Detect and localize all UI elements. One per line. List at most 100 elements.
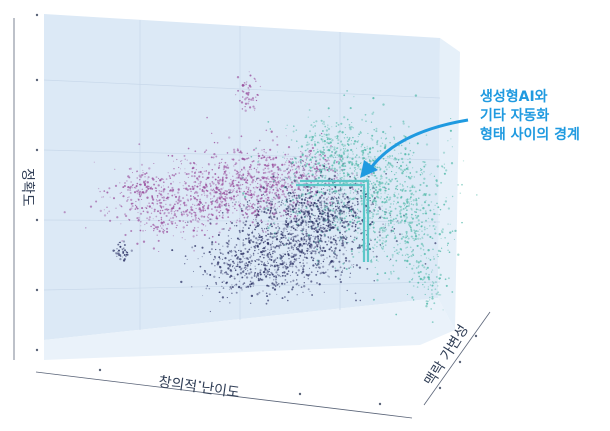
purple-point bbox=[204, 194, 206, 196]
navy-point bbox=[302, 242, 305, 245]
navy-point bbox=[279, 238, 281, 241]
teal-point bbox=[389, 198, 391, 200]
teal-point bbox=[433, 225, 435, 227]
teal-point bbox=[322, 192, 325, 195]
teal-point bbox=[408, 161, 412, 164]
purple-point bbox=[165, 227, 169, 230]
navy-point bbox=[282, 243, 285, 246]
teal-point bbox=[390, 216, 392, 218]
navy-point bbox=[243, 257, 245, 260]
purple-point bbox=[192, 218, 194, 221]
navy-point bbox=[360, 245, 363, 247]
purple-point bbox=[171, 207, 174, 210]
purple-point bbox=[254, 181, 257, 183]
purple-point bbox=[142, 191, 145, 194]
purple-point bbox=[224, 189, 227, 192]
purple-point bbox=[330, 169, 332, 171]
navy-point bbox=[288, 197, 291, 200]
navy-point bbox=[242, 252, 245, 255]
purple-point bbox=[261, 149, 263, 151]
navy-point bbox=[320, 254, 323, 257]
teal-point bbox=[389, 162, 392, 165]
teal-point bbox=[413, 254, 415, 257]
purple-point bbox=[226, 166, 230, 169]
teal-point bbox=[358, 139, 360, 141]
purple-point bbox=[294, 215, 297, 218]
navy-point bbox=[226, 262, 228, 264]
teal-point bbox=[309, 155, 311, 157]
purple-point bbox=[180, 213, 183, 216]
teal-point bbox=[422, 207, 425, 210]
teal-point bbox=[257, 160, 260, 164]
teal-point bbox=[307, 148, 309, 150]
teal-point bbox=[333, 148, 336, 151]
purple-point bbox=[216, 222, 218, 225]
teal-point bbox=[376, 166, 379, 169]
teal-point bbox=[307, 116, 309, 118]
purple-point bbox=[132, 184, 134, 186]
navy-point bbox=[236, 263, 239, 266]
purple-point bbox=[156, 202, 159, 205]
navy-point bbox=[317, 224, 320, 228]
teal-point bbox=[310, 135, 313, 138]
teal-point bbox=[412, 203, 415, 206]
teal-point bbox=[302, 159, 304, 161]
navy-point bbox=[269, 264, 273, 267]
purple-point bbox=[215, 215, 218, 217]
teal-point bbox=[399, 212, 402, 215]
navy-point bbox=[277, 266, 280, 269]
navy-point bbox=[269, 277, 271, 279]
navy-point bbox=[300, 286, 303, 288]
purple-point bbox=[175, 215, 178, 218]
teal-point bbox=[415, 267, 418, 269]
navy-point bbox=[235, 244, 238, 246]
teal-point bbox=[368, 197, 371, 200]
purple-point bbox=[323, 174, 325, 176]
teal-point bbox=[297, 147, 300, 149]
purple-point bbox=[205, 178, 208, 181]
purple-point bbox=[251, 203, 254, 206]
navy-point bbox=[295, 265, 297, 268]
purple-point bbox=[267, 178, 270, 180]
navy-point bbox=[345, 220, 348, 223]
purple-point bbox=[244, 109, 247, 112]
purple-point bbox=[103, 190, 106, 192]
navy-point bbox=[319, 248, 322, 250]
teal-point bbox=[360, 150, 364, 153]
navy-point bbox=[312, 264, 315, 267]
teal-point bbox=[359, 131, 362, 134]
navy-point bbox=[325, 224, 328, 227]
teal-point bbox=[338, 181, 342, 184]
navy-point bbox=[316, 249, 318, 251]
purple-point bbox=[193, 172, 196, 174]
navy-point bbox=[300, 265, 302, 267]
purple-point bbox=[303, 185, 306, 189]
purple-point bbox=[152, 204, 155, 206]
teal-point bbox=[354, 189, 357, 192]
teal-point bbox=[384, 189, 387, 192]
purple-point bbox=[240, 135, 243, 138]
navy-point bbox=[226, 281, 228, 284]
teal-point bbox=[420, 255, 422, 257]
teal-point bbox=[378, 197, 380, 199]
navy-point bbox=[305, 240, 308, 243]
navy-point bbox=[257, 210, 260, 213]
purple-point bbox=[191, 168, 193, 170]
teal-point bbox=[433, 302, 436, 305]
purple-point bbox=[272, 157, 275, 160]
purple-point bbox=[140, 192, 143, 195]
teal-point bbox=[415, 170, 418, 174]
purple-point bbox=[195, 198, 198, 201]
teal-point bbox=[404, 222, 406, 224]
teal-point bbox=[384, 272, 387, 275]
navy-point bbox=[317, 190, 319, 192]
purple-point bbox=[215, 184, 217, 186]
navy-point bbox=[346, 204, 348, 206]
navy-point bbox=[271, 201, 273, 203]
teal-point bbox=[292, 182, 294, 184]
teal-point bbox=[449, 231, 452, 234]
purple-point bbox=[284, 181, 287, 184]
purple-point bbox=[156, 199, 159, 203]
navy-point bbox=[335, 218, 337, 220]
teal-point bbox=[450, 162, 454, 165]
